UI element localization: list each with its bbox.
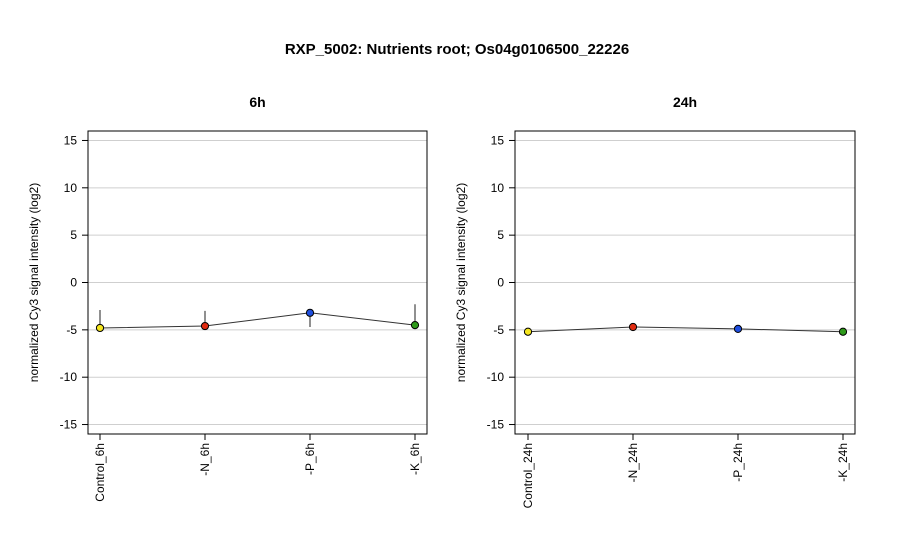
data-point bbox=[200, 321, 210, 331]
data-point bbox=[305, 308, 315, 317]
series-line bbox=[527, 326, 844, 333]
y-axis-label: normalized Cy3 signal intensity (log2) bbox=[454, 183, 468, 382]
data-point bbox=[95, 323, 105, 333]
y-tick-label: 5 bbox=[497, 228, 504, 242]
y-tick-label: -5 bbox=[66, 323, 77, 337]
y-tick-label: 0 bbox=[497, 276, 504, 290]
data-point bbox=[628, 322, 638, 332]
y-axis-label: normalized Cy3 signal intensity (log2) bbox=[27, 183, 41, 382]
y-tick-label: 5 bbox=[70, 228, 77, 242]
data-point bbox=[523, 327, 533, 336]
figure-title: RXP_5002: Nutrients root; Os04g0106500_2… bbox=[285, 41, 629, 58]
y-tick-label: -5 bbox=[493, 323, 504, 337]
y-tick-label: 10 bbox=[491, 181, 505, 195]
x-tick-label: -P_6h bbox=[303, 443, 317, 475]
y-tick-label: 15 bbox=[491, 133, 505, 147]
data-point bbox=[733, 324, 743, 333]
series-line bbox=[99, 312, 416, 329]
chart-panel-6h: 6h -15 -10 -5 0 5 10 15 normalized Cy3 signal in… bbox=[27, 94, 428, 502]
x-tick-label: -K_24h bbox=[836, 443, 850, 482]
y-tick-label: 15 bbox=[64, 133, 78, 147]
y-tick-label: -10 bbox=[487, 370, 505, 384]
x-tick-label: -N_24h bbox=[626, 443, 640, 482]
x-tick-label: Control_24h bbox=[521, 443, 535, 508]
y-tick-label: -10 bbox=[60, 370, 78, 384]
data-point bbox=[838, 327, 848, 336]
y-tick-label: 10 bbox=[64, 181, 78, 195]
panel-title: 6h bbox=[249, 94, 265, 110]
x-tick-label: Control_6h bbox=[93, 443, 107, 502]
chart-panel-24h: 24h -15 -10 -5 0 5 10 15 normalized Cy3 signal i… bbox=[454, 94, 856, 508]
x-tick-label: -N_6h bbox=[198, 443, 212, 476]
y-tick-label: -15 bbox=[487, 418, 505, 432]
x-tick-label: -K_6h bbox=[408, 443, 422, 475]
data-point bbox=[410, 321, 420, 330]
y-tick-label: 0 bbox=[70, 276, 77, 290]
y-tick-label: -15 bbox=[60, 418, 78, 432]
panel-title: 24h bbox=[673, 94, 697, 110]
x-tick-label: -P_24h bbox=[731, 443, 745, 482]
